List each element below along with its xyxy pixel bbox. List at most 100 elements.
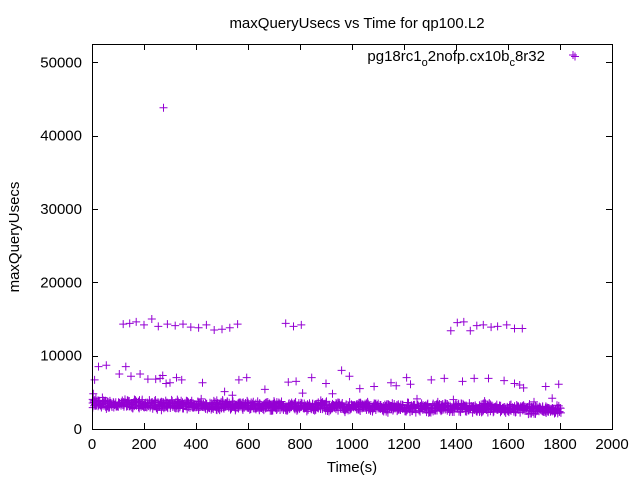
chart-title: maxQueryUsecs vs Time for qp100.L2 [229, 15, 484, 32]
data-point [413, 394, 421, 403]
data-point-band [555, 407, 564, 416]
x-axis-ticks: 0 200 400 600 800 1000 1200 1400 1600 1800 2000 [88, 44, 629, 453]
data-point [172, 373, 181, 382]
data-point [234, 375, 243, 384]
data-point-band [422, 401, 431, 410]
data-point [228, 391, 237, 400]
data-point [102, 361, 111, 370]
x-axis-label: Time(s) [327, 459, 377, 476]
data-point [297, 320, 306, 329]
legend-label-part-3: 8r32 [515, 48, 545, 65]
data-point [322, 379, 330, 388]
data-point [171, 321, 180, 330]
data-point [466, 326, 475, 335]
data-point-band [383, 408, 392, 417]
x-tick-label: 1800 [543, 436, 576, 453]
data-point [387, 378, 395, 387]
data-point [470, 374, 479, 383]
data-point [115, 370, 124, 378]
legend-label-part-2: 2nofp.cx10b [428, 48, 510, 65]
data-point-band [556, 404, 565, 413]
data-point [140, 320, 148, 329]
x-tick-label: 800 [287, 436, 312, 453]
data-point [406, 380, 415, 389]
data-point [132, 317, 141, 326]
data-point [307, 373, 316, 382]
data-point [518, 324, 527, 333]
x-tick-label: 2000 [595, 436, 628, 453]
data-point [154, 322, 163, 331]
data-point [479, 320, 488, 329]
data-point [90, 375, 99, 384]
data-point [370, 382, 379, 391]
x-tick-label: 200 [131, 436, 156, 453]
data-point [197, 394, 206, 403]
data-point [298, 389, 307, 398]
data-point [548, 394, 557, 403]
data-point [335, 398, 343, 407]
data-point [119, 320, 128, 329]
data-point [179, 320, 187, 329]
data-point [484, 374, 493, 383]
data-point [166, 378, 174, 387]
data-point [337, 366, 346, 375]
data-point [244, 398, 252, 407]
data-point [89, 389, 98, 398]
data-point [194, 323, 203, 332]
data-point-band [219, 404, 228, 413]
data-point [162, 379, 171, 388]
data-point-band [423, 400, 432, 409]
data-point [202, 320, 211, 329]
data-point [284, 378, 293, 387]
y-tick-label: 40000 [40, 128, 82, 145]
data-point [127, 372, 135, 381]
data-point [510, 324, 519, 333]
data-point [328, 389, 337, 398]
data-point [270, 397, 278, 406]
data-point [493, 322, 502, 331]
data-point [158, 371, 167, 380]
data-point [233, 320, 242, 329]
data-point [458, 377, 467, 386]
data-point [440, 374, 449, 383]
data-point-band [302, 407, 311, 416]
y-tick-label: 20000 [40, 274, 82, 291]
legend-label-subscript-1: o [422, 57, 428, 69]
data-point [198, 378, 207, 387]
data-point [433, 397, 442, 406]
data-point [220, 387, 229, 396]
legend: pg18rc1o2nofp.cx10bc8r32 [367, 48, 579, 69]
data-point [554, 380, 563, 389]
data-point [91, 394, 100, 403]
data-point [487, 323, 496, 332]
data-point [177, 375, 186, 384]
data-point [136, 370, 145, 378]
legend-label-part-1: pg18rc1 [367, 48, 421, 65]
data-point [121, 362, 130, 371]
data-point [363, 397, 372, 406]
x-tick-label: 600 [235, 436, 260, 453]
data-point [151, 375, 160, 384]
y-tick-label: 0 [74, 421, 82, 438]
data-points [88, 51, 577, 419]
data-point [186, 323, 195, 332]
data-point [98, 393, 107, 402]
data-point-band [452, 404, 461, 413]
data-point [210, 326, 219, 334]
legend-label-subscript-2: c [509, 57, 515, 69]
x-tick-label: 1200 [387, 436, 420, 453]
data-point [355, 384, 364, 393]
data-point [449, 395, 458, 404]
data-point [225, 323, 234, 332]
data-point-band [489, 407, 498, 416]
x-tick-label: 1000 [335, 436, 368, 453]
data-point [569, 51, 577, 59]
x-tick-label: 1400 [439, 436, 472, 453]
y-axis-ticks: 0 10000 20000 30000 40000 50000 [40, 54, 612, 438]
legend-label: pg18rc1o2nofp.cx10bc8r32 [367, 48, 545, 69]
data-point [345, 372, 354, 381]
data-point [147, 315, 156, 323]
data-point-band [388, 399, 397, 408]
data-point [402, 373, 411, 382]
